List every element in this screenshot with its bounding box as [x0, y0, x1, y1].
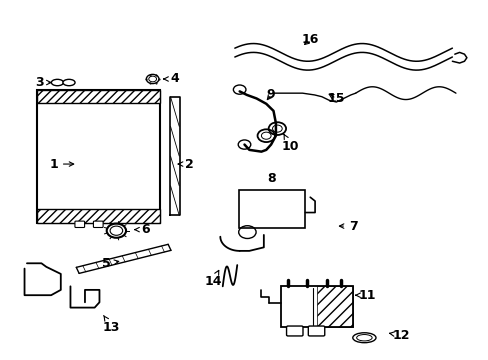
Text: 2: 2	[178, 158, 193, 171]
FancyBboxPatch shape	[308, 326, 324, 336]
Text: 15: 15	[327, 92, 345, 105]
Text: 10: 10	[281, 134, 299, 153]
Text: 9: 9	[266, 89, 275, 102]
Bar	[280, 286, 352, 327]
FancyBboxPatch shape	[286, 326, 303, 336]
Text: 3: 3	[35, 76, 51, 89]
Ellipse shape	[356, 334, 371, 341]
Text: 8: 8	[266, 172, 275, 185]
Text: 4: 4	[163, 72, 179, 85]
Text: 12: 12	[389, 329, 409, 342]
Text: 6: 6	[135, 223, 149, 236]
Text: 1: 1	[49, 158, 74, 171]
Text: 5: 5	[102, 257, 119, 270]
Polygon shape	[76, 244, 171, 273]
FancyBboxPatch shape	[93, 221, 103, 228]
Bar	[238, 190, 305, 228]
Text: 7: 7	[339, 220, 357, 233]
Ellipse shape	[352, 333, 375, 343]
Text: 11: 11	[355, 289, 376, 302]
Bar	[316, 286, 352, 327]
Bar	[37, 90, 160, 103]
FancyBboxPatch shape	[75, 221, 84, 228]
Bar	[37, 90, 160, 222]
Bar	[37, 209, 160, 222]
Text: 14: 14	[204, 270, 222, 288]
Text: 13: 13	[102, 315, 120, 334]
Ellipse shape	[63, 79, 75, 86]
Ellipse shape	[51, 79, 63, 86]
Text: 16: 16	[301, 33, 318, 46]
